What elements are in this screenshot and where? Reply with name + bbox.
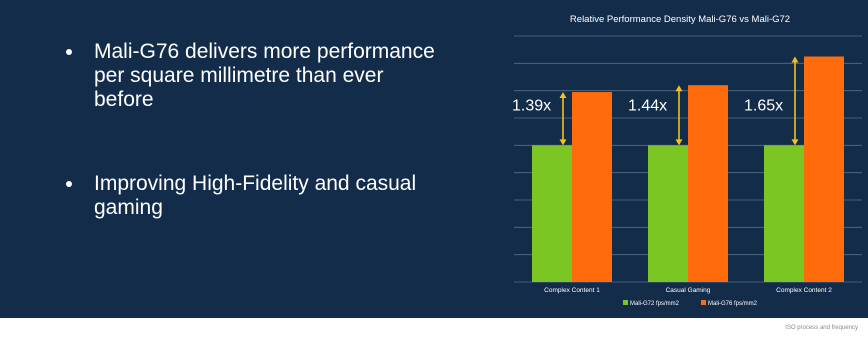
arrow-head-down-icon — [675, 139, 683, 146]
legend-label: Mali-G72 fps/mm2 — [630, 301, 680, 307]
category-label: Casual Gaming — [666, 287, 711, 294]
bullet-item: Improving High-Fidelity and casual gamin… — [58, 172, 438, 220]
bullet-dot-icon — [66, 181, 72, 187]
bullet-text: Improving High-Fidelity and casual gamin… — [94, 172, 417, 219]
legend-swatch — [623, 300, 628, 305]
arrow-head-up-icon — [559, 92, 567, 99]
arrow-head-up-icon — [675, 85, 683, 92]
arrow-head-down-icon — [791, 139, 799, 146]
bar-g72 — [764, 145, 804, 282]
performance-density-chart: Relative Performance Density Mali-G76 vs… — [512, 14, 862, 307]
category-label: Complex Content 2 — [776, 287, 832, 294]
bar-g76 — [804, 56, 844, 282]
bar-g72 — [648, 145, 688, 282]
bar-g76 — [572, 92, 612, 283]
ratio-label: 1.65x — [744, 97, 783, 114]
ratio-label: 1.44x — [628, 97, 667, 114]
bullet-list: Mali-G76 delivers more performance per s… — [58, 40, 438, 280]
bullet-text: Mali-G76 delivers more performance per s… — [94, 40, 435, 111]
category-label: Complex Content 1 — [544, 287, 600, 294]
chart-title: Relative Performance Density Mali-G76 vs… — [570, 14, 790, 25]
ratio-label: 1.39x — [512, 97, 551, 114]
bar-g72 — [532, 145, 572, 282]
arrow-head-up-icon — [791, 56, 799, 63]
arrow-head-down-icon — [559, 139, 567, 146]
footnote: ISO process and frequency — [785, 325, 858, 331]
bar-g76 — [688, 85, 728, 282]
bullet-dot-icon — [66, 49, 72, 55]
bullet-item: Mali-G76 delivers more performance per s… — [58, 40, 438, 112]
legend-label: Mali-G76 fps/mm2 — [708, 301, 758, 307]
legend-swatch — [701, 300, 706, 305]
